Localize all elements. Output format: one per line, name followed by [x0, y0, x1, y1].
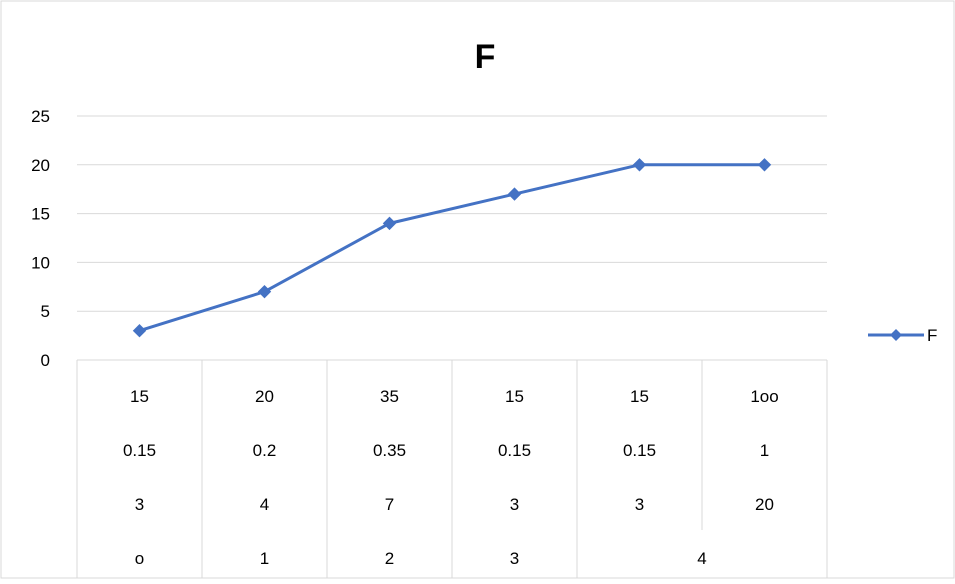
x-group-label: 2 — [385, 549, 394, 568]
x-category-label: 0.15 — [623, 441, 656, 460]
x-category-label: 7 — [385, 495, 394, 514]
data-point-marker — [132, 324, 147, 338]
x-category-label: 4 — [260, 495, 269, 514]
series-line — [139, 163, 765, 333]
y-tick-label: 20 — [31, 156, 50, 175]
legend: F — [868, 326, 937, 345]
x-category-label: 20 — [255, 387, 274, 406]
x-category-label: 0.15 — [123, 441, 156, 460]
y-tick-label: 15 — [31, 205, 50, 224]
y-tick-label: 0 — [41, 351, 50, 370]
x-category-label: 1oo — [750, 387, 778, 406]
x-group-label: 4 — [697, 549, 706, 568]
x-category-label: 0.15 — [498, 441, 531, 460]
x-category-label: 3 — [510, 495, 519, 514]
x-category-label: 15 — [130, 387, 149, 406]
legend-label: F — [927, 326, 937, 345]
y-tick-label: 5 — [41, 302, 50, 321]
x-category-label: 15 — [505, 387, 524, 406]
x-category-label: 20 — [755, 495, 774, 514]
legend-marker — [890, 329, 902, 341]
y-axis: 0 5 10 15 20 25 — [31, 107, 50, 370]
y-tick-label: 10 — [31, 253, 50, 272]
x-category-label: 3 — [635, 495, 644, 514]
data-point-marker — [632, 158, 647, 172]
data-point-marker — [507, 187, 522, 201]
y-tick-label: 25 — [31, 107, 50, 126]
x-axis-table: 15 20 35 15 15 1oo 0.15 0.2 0.35 0.15 0.15 1 3 4 7 3 3 20… — [76, 360, 828, 578]
data-point-marker — [382, 216, 397, 231]
x-category-label: 0.35 — [373, 441, 406, 460]
series-layer — [132, 158, 772, 338]
chart-title: F — [475, 38, 496, 76]
data-point-marker — [757, 158, 772, 172]
x-category-label: 15 — [630, 387, 649, 406]
x-category-label: 0.2 — [253, 441, 277, 460]
x-category-label: 1 — [760, 441, 769, 460]
data-point-marker — [257, 284, 272, 299]
x-group-label: 1 — [260, 549, 269, 568]
x-category-label: 3 — [135, 495, 144, 514]
x-category-label: 35 — [380, 387, 399, 406]
x-group-label: o — [135, 549, 144, 568]
x-group-label: 3 — [510, 549, 519, 568]
